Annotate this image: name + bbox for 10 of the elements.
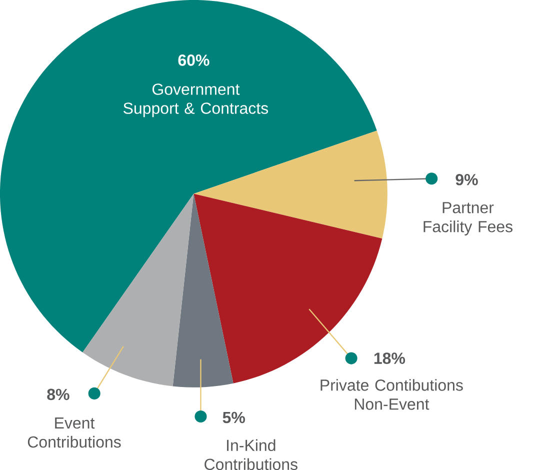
data-label: 18%	[374, 352, 406, 364]
slice-label: Government Support & Contracts	[124, 84, 268, 118]
data-label: 60%	[178, 54, 210, 66]
slice-label: In-Kind Contributions	[204, 439, 298, 470]
slice-label: Partner Facility Fees	[424, 202, 512, 236]
data-label: 5%	[222, 412, 245, 424]
data-label: 9%	[456, 174, 478, 186]
slice-label: Private Contibutions Non-Event	[320, 379, 463, 410]
data-label: 8%	[47, 388, 70, 400]
slice-label: Event Contributions	[28, 417, 121, 448]
